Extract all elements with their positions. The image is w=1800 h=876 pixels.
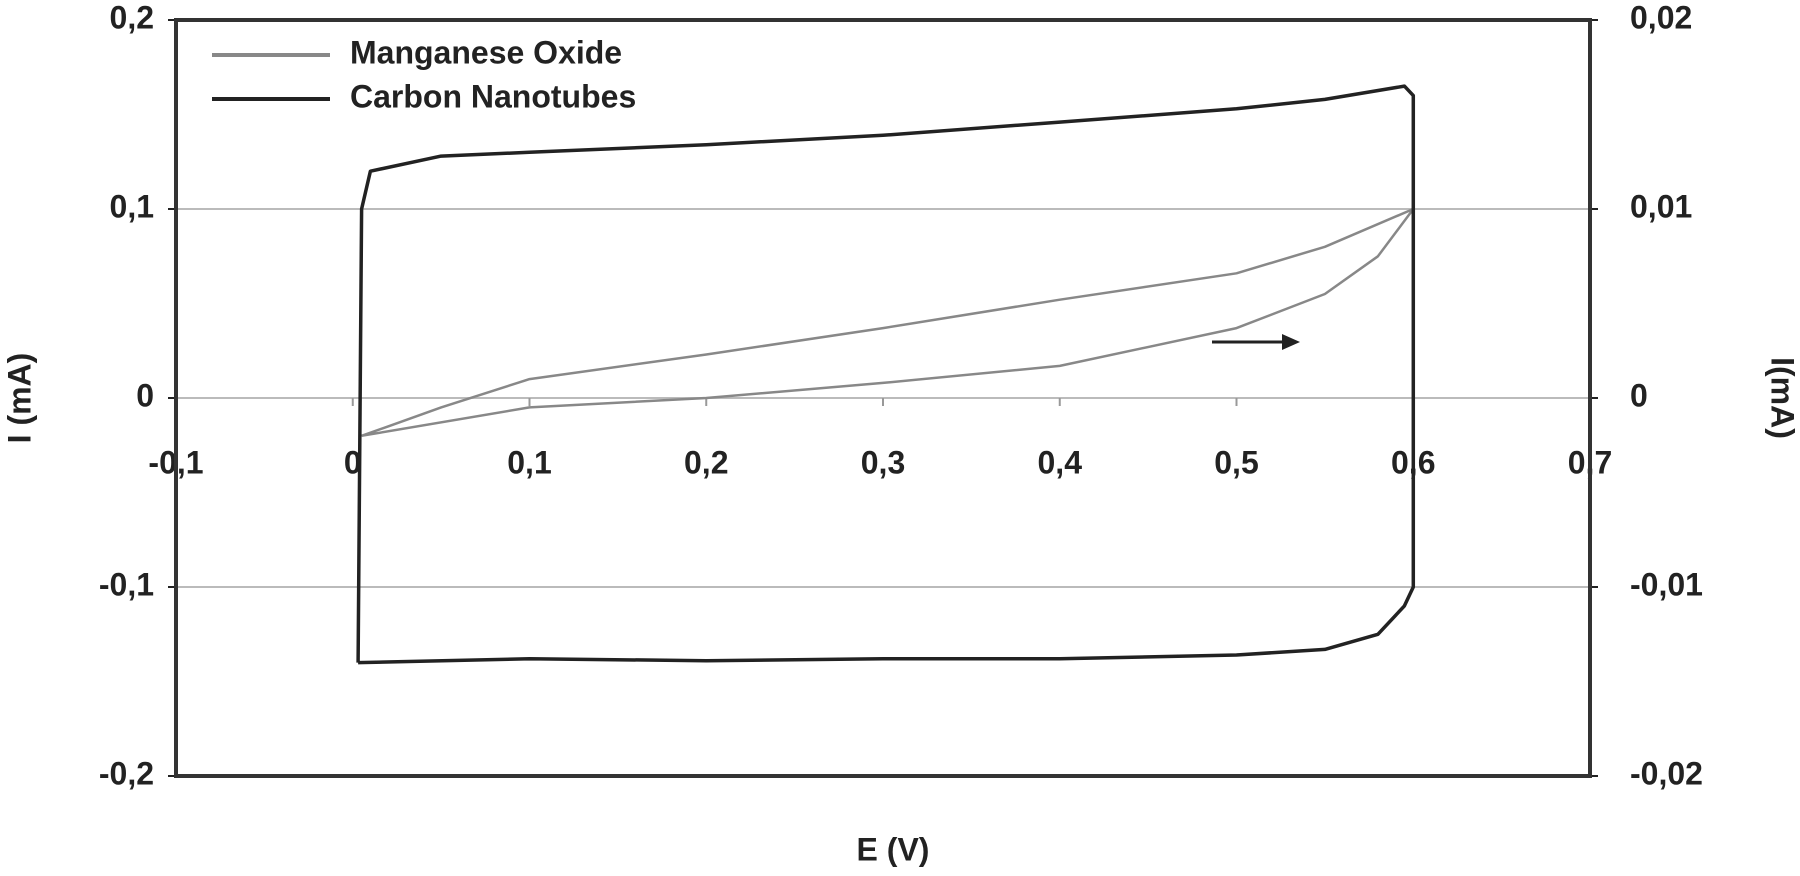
y-axis-title: I (mA) xyxy=(1,353,37,444)
series-line xyxy=(356,84,1416,665)
y-tick-label: -0,2 xyxy=(99,755,154,791)
plot-frame xyxy=(174,18,1592,778)
y-tick-label: -0,1 xyxy=(99,566,154,602)
legend-label: Manganese Oxide xyxy=(350,34,622,70)
legend-label: Carbon Nanotubes xyxy=(350,78,636,114)
y-tick-label: 0 xyxy=(136,377,154,413)
x-tick-label: 0,2 xyxy=(684,444,728,480)
y-tick-label: 0,1 xyxy=(110,188,154,224)
x-tick-label: 0,3 xyxy=(861,444,905,480)
y-tick-label: 0,2 xyxy=(110,0,154,35)
y2-tick-label: 0 xyxy=(1630,377,1648,413)
y2-axis-title: I(mA) xyxy=(1765,357,1800,439)
x-tick-label: 0 xyxy=(344,444,362,480)
series-line xyxy=(361,207,1415,438)
y2-tick-label: 0,02 xyxy=(1630,0,1692,35)
y2-tick-label: 0,01 xyxy=(1630,188,1692,224)
x-axis-title: E (V) xyxy=(857,831,930,867)
y2-tick-label: -0,01 xyxy=(1630,566,1703,602)
y2-tick-label: -0,02 xyxy=(1630,755,1703,791)
x-tick-label: 0,5 xyxy=(1214,444,1258,480)
x-tick-label: 0,1 xyxy=(507,444,551,480)
x-tick-label: 0,4 xyxy=(1038,444,1083,480)
arrow-head xyxy=(1282,334,1300,350)
